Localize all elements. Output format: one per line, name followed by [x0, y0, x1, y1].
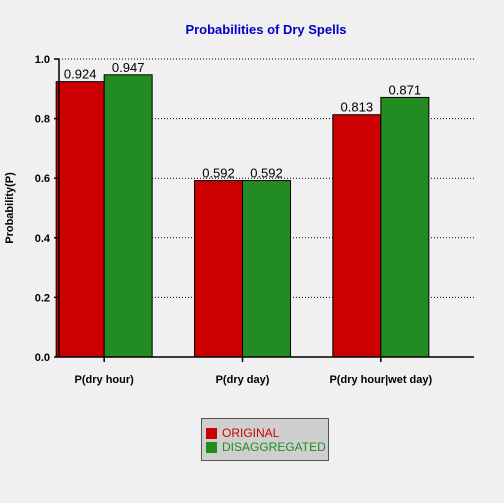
data-label: 0.592	[250, 166, 283, 181]
legend-swatch-disaggregated	[206, 441, 217, 453]
data-label: 0.813	[341, 100, 374, 115]
data-labels: 0.924 0.947 0.592 0.592 0.813 0.871	[64, 60, 421, 181]
y-tick-label: 0.8	[35, 114, 50, 126]
legend-item-original: ORIGINAL	[206, 426, 328, 440]
bar	[55, 81, 105, 358]
bar	[242, 180, 291, 358]
data-label: 0.947	[112, 60, 145, 75]
y-tick-label: 0.4	[35, 233, 51, 245]
bar	[194, 180, 243, 358]
bar	[332, 114, 382, 358]
y-tick-label: 1.0	[35, 54, 50, 66]
axes: 0.0 0.2 0.4 0.6 0.8 1.0 P(dry hour) P(dry day) P…	[35, 54, 474, 386]
bar	[380, 96, 430, 358]
chart-title: Probabilities of Dry Spells	[185, 22, 346, 37]
x-tick-label: P(dry day)	[216, 374, 270, 386]
data-label: 0.592	[202, 166, 235, 181]
x-tick-label: P(dry hour|wet day)	[329, 374, 432, 386]
bar	[103, 74, 153, 358]
x-tick-label: P(dry hour)	[75, 374, 135, 386]
data-label: 0.871	[389, 82, 422, 97]
y-tick-label: 0.0	[35, 352, 50, 364]
legend-label-disaggregated: DISAGGREGATED	[222, 440, 326, 454]
legend: ORIGINAL DISAGGREGATED	[201, 418, 329, 461]
legend-label-original: ORIGINAL	[222, 426, 280, 440]
legend-item-disaggregated: DISAGGREGATED	[206, 440, 328, 454]
y-axis-label: Probability(P)	[4, 172, 16, 244]
bars	[55, 74, 430, 358]
y-tick-label: 0.2	[35, 292, 50, 304]
legend-swatch-original	[206, 427, 217, 439]
data-label: 0.924	[64, 67, 97, 82]
y-tick-label: 0.6	[35, 173, 50, 185]
